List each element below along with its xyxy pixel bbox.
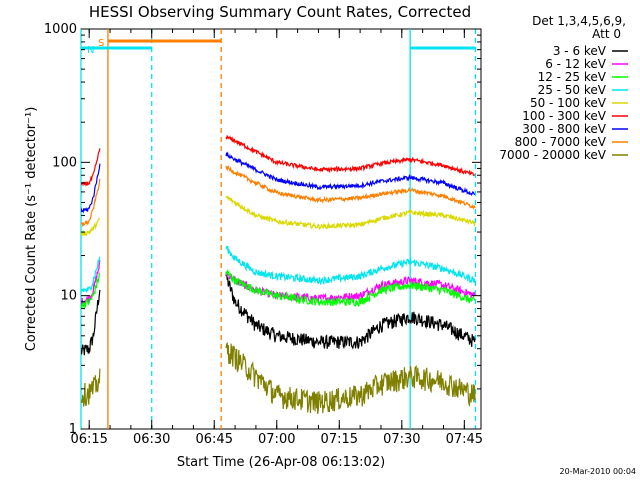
marker-layer: SN [80,29,477,429]
series-line [225,195,476,230]
x-axis-label: Start Time (26-Apr-08 06:13:02) [177,455,385,470]
series-line [81,256,101,294]
series-line [225,268,476,307]
series-line [225,135,476,176]
legend-entry-label: 6 - 12 keV [545,57,607,71]
observing-marker-label: N [87,45,94,56]
series-line [81,272,100,309]
axis-layer: 06:15 06:30 06:45 07:00 07:15 07:30 07:45 1 10 10… [44,22,483,447]
x-tick-label: 07:30 [383,432,420,447]
series-line [225,271,476,350]
x-tick-label: 06:45 [196,432,233,447]
series-line [225,165,476,210]
y-tick-label: 1000 [44,22,77,37]
legend-header-line-2: Att 0 [592,27,621,41]
series-line [81,218,101,237]
x-tick-label: 06:30 [133,432,170,447]
y-tick-label: 10 [60,289,77,304]
series-line [81,368,101,407]
series-line [225,245,476,286]
legend-entry-label: 12 - 25 keV [538,70,607,84]
series-line [225,342,476,414]
y-tick-label: 1 [69,422,77,437]
series-line [225,151,476,197]
y-axis-label: Corrected Count Rate (s⁻¹ detector⁻¹) [24,107,39,352]
footer-date: 20-Mar-2010 00:04 [560,467,637,476]
plot-frame [80,28,482,430]
observing-marker-label: S [98,38,104,49]
legend-header-line-1: Det 1,3,4,5,6,9, [532,14,626,28]
series-line [81,163,101,214]
series-line [81,178,101,228]
y-tick-label: 100 [52,155,77,170]
x-tick-label: 07:00 [258,432,295,447]
legend-entry-label: 3 - 6 keV [553,44,607,58]
x-tick-label: 07:45 [446,432,483,447]
x-tick-label: 07:15 [321,432,358,447]
legend-entry-label: 50 - 100 keV [530,96,607,110]
legend-entry-label: 100 - 300 keV [522,109,606,123]
series-line [81,289,101,356]
legend-entry-label: 800 - 7000 keV [515,135,607,149]
legend-entry-label: 25 - 50 keV [538,83,607,97]
x-tick-label: 06:15 [70,432,107,447]
series-layer [81,135,476,414]
legend-entry-label: 7000 - 20000 keV [499,148,606,162]
chart-title: HESSI Observing Summary Count Rates, Cor… [89,3,471,21]
legend-entry-label: 300 - 800 keV [522,122,606,136]
